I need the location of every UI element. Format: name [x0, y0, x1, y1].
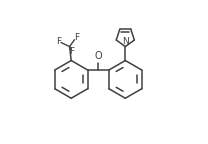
Text: F: F: [74, 33, 80, 42]
Text: O: O: [94, 51, 102, 61]
Text: F: F: [69, 47, 74, 56]
Text: F: F: [56, 37, 61, 46]
Text: N: N: [122, 37, 129, 46]
